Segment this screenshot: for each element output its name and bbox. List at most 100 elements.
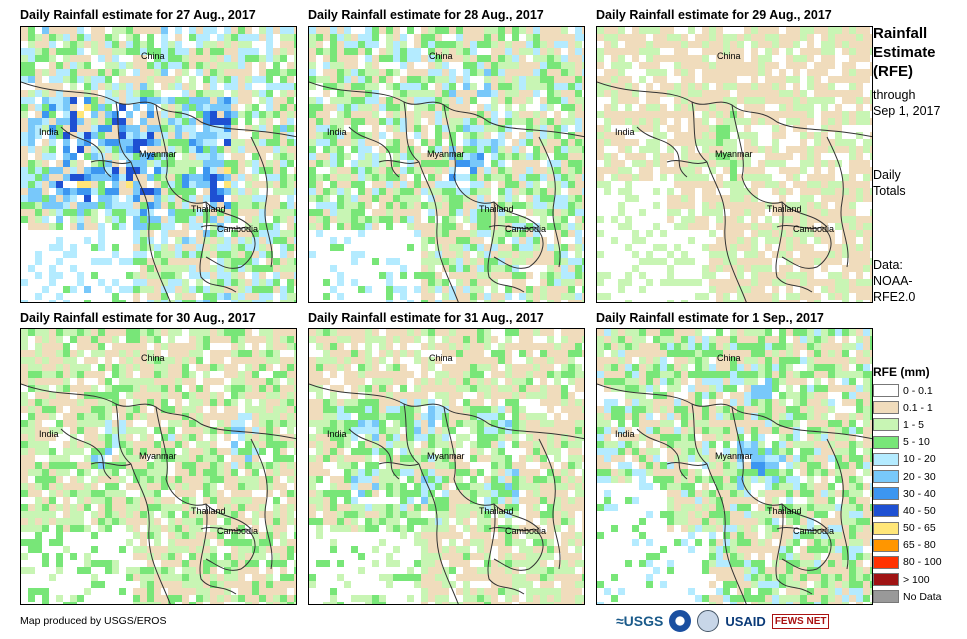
rainfall-cell: [182, 48, 189, 55]
rainfall-cell: [674, 279, 681, 286]
rainfall-cell: [807, 216, 814, 223]
rainfall-cell: [491, 160, 498, 167]
rainfall-cell: [112, 511, 119, 518]
rainfall-cell: [154, 448, 161, 455]
rainfall-cell: [56, 406, 63, 413]
rainfall-cell: [105, 286, 112, 293]
rainfall-cell: [772, 132, 779, 139]
rainfall-cell: [358, 188, 365, 195]
rainfall-cell: [238, 567, 245, 574]
rainfall-cell: [491, 139, 498, 146]
rainfall-cell: [765, 160, 772, 167]
rainfall-cell: [287, 160, 294, 167]
rainfall-cell: [63, 48, 70, 55]
rainfall-cell: [533, 174, 540, 181]
rainfall-cell: [273, 132, 280, 139]
rainfall-cell: [224, 174, 231, 181]
rainfall-cell: [393, 118, 400, 125]
rainfall-cell: [140, 469, 147, 476]
rainfall-cell: [330, 34, 337, 41]
rainfall-cell: [294, 364, 296, 371]
rainfall-cell: [870, 90, 872, 97]
rainfall-cell: [821, 230, 828, 237]
rainfall-cell: [828, 41, 835, 48]
rainfall-cell: [751, 195, 758, 202]
rainfall-cell: [716, 55, 723, 62]
rainfall-cell: [428, 167, 435, 174]
rainfall-cell: [28, 441, 35, 448]
rainfall-cell: [245, 244, 252, 251]
rainfall-cell: [28, 27, 35, 34]
rainfall-cell: [28, 160, 35, 167]
rainfall-cell: [42, 448, 49, 455]
rainfall-cell: [856, 48, 863, 55]
rainfall-cell: [259, 244, 266, 251]
rainfall-cell: [168, 441, 175, 448]
rainfall-cell: [210, 399, 217, 406]
rainfall-cell: [217, 455, 224, 462]
rainfall-cell: [42, 41, 49, 48]
rainfall-cell: [70, 188, 77, 195]
rainfall-cell: [238, 188, 245, 195]
rainfall-cell: [280, 216, 287, 223]
rainfall-cell: [463, 258, 470, 265]
rainfall-cell: [140, 55, 147, 62]
rainfall-cell: [716, 195, 723, 202]
rainfall-cell: [575, 167, 582, 174]
rainfall-cell: [491, 118, 498, 125]
rainfall-cell: [351, 48, 358, 55]
rainfall-cell: [800, 244, 807, 251]
rainfall-cell: [568, 188, 575, 195]
rainfall-cell: [484, 55, 491, 62]
rainfall-cell: [168, 483, 175, 490]
rainfall-cell: [105, 476, 112, 483]
rainfall-cell: [42, 55, 49, 62]
rainfall-cell: [337, 244, 344, 251]
rainfall-cell: [161, 258, 168, 265]
rainfall-cell: [238, 525, 245, 532]
rainfall-cell: [561, 279, 568, 286]
rainfall-cell: [688, 216, 695, 223]
rainfall-cell: [140, 434, 147, 441]
rainfall-cell: [287, 476, 294, 483]
rainfall-cell: [196, 69, 203, 76]
rainfall-cell: [273, 504, 280, 511]
rainfall-cell: [709, 132, 716, 139]
rainfall-cell: [266, 525, 273, 532]
rainfall-cell: [105, 441, 112, 448]
rainfall-cell: [323, 146, 330, 153]
rainfall-cell: [70, 209, 77, 216]
rainfall-cell: [386, 258, 393, 265]
rainfall-cell: [273, 286, 280, 293]
rainfall-cell: [119, 399, 126, 406]
rainfall-cell: [625, 48, 632, 55]
rainfall-cell: [330, 244, 337, 251]
rainfall-cell: [807, 244, 814, 251]
rainfall-cell: [105, 202, 112, 209]
rainfall-cell: [372, 160, 379, 167]
rainfall-cell: [779, 265, 786, 272]
rainfall-cell: [330, 237, 337, 244]
rainfall-cell: [758, 279, 765, 286]
rainfall-cell: [273, 350, 280, 357]
rainfall-cell: [856, 230, 863, 237]
rainfall-cell: [175, 441, 182, 448]
rainfall-cell: [575, 293, 582, 300]
rainfall-cell: [210, 581, 217, 588]
rainfall-cell: [533, 209, 540, 216]
rainfall-cell: [519, 244, 526, 251]
rainfall-cell: [407, 118, 414, 125]
rainfall-cell: [512, 167, 519, 174]
rainfall-cell: [77, 343, 84, 350]
rainfall-cell: [294, 279, 296, 286]
rainfall-cell: [835, 286, 842, 293]
rainfall-cell: [323, 34, 330, 41]
rainfall-cell: [259, 181, 266, 188]
rainfall-cell: [140, 567, 147, 574]
rainfall-cell: [597, 251, 604, 258]
rainfall-cell: [273, 202, 280, 209]
rainfall-cell: [119, 455, 126, 462]
rainfall-cell: [126, 27, 133, 34]
rainfall-cell: [196, 546, 203, 553]
rainfall-cell: [175, 532, 182, 539]
